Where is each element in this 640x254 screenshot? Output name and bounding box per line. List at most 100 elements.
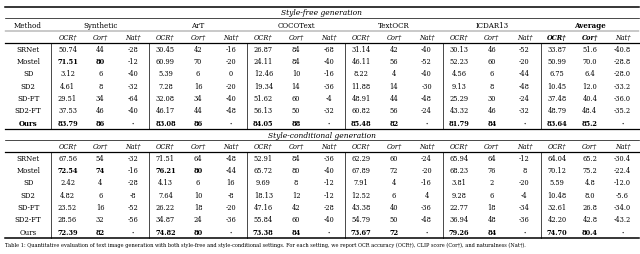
Text: Nat†: Nat† [516, 34, 532, 42]
Text: 51.6: 51.6 [582, 45, 597, 54]
Text: Table 1: Quantitative evaluation of text image generation with both style-free a: Table 1: Quantitative evaluation of text… [5, 242, 526, 247]
Text: Cor†: Cor† [289, 142, 303, 150]
Text: 88: 88 [291, 119, 301, 127]
Text: 5.39: 5.39 [158, 70, 173, 78]
Text: 83.79: 83.79 [57, 119, 78, 127]
Text: 82: 82 [389, 119, 399, 127]
Text: 86: 86 [193, 119, 203, 127]
Text: 84: 84 [292, 58, 300, 66]
Text: 48.4: 48.4 [582, 107, 597, 115]
Text: 72.54: 72.54 [57, 166, 78, 174]
Text: 34: 34 [194, 95, 202, 103]
Text: -34: -34 [519, 203, 530, 211]
Text: -32: -32 [127, 82, 138, 90]
Text: -32: -32 [127, 154, 138, 162]
Text: Cor†: Cor† [93, 34, 108, 42]
Text: 72.39: 72.39 [57, 228, 78, 236]
Text: 50.99: 50.99 [548, 58, 566, 66]
Text: 32.61: 32.61 [548, 203, 566, 211]
Text: -33.2: -33.2 [614, 82, 631, 90]
Text: 6: 6 [196, 70, 200, 78]
Text: Synthetic: Synthetic [83, 22, 117, 30]
Text: 4: 4 [392, 179, 396, 187]
Text: 74.82: 74.82 [155, 228, 176, 236]
Text: 4: 4 [424, 191, 429, 199]
Text: 42: 42 [390, 45, 398, 54]
Text: OCR†: OCR† [254, 142, 273, 150]
Text: 10.45: 10.45 [548, 82, 566, 90]
Text: 24.11: 24.11 [253, 58, 273, 66]
Text: Cor†: Cor† [484, 34, 499, 42]
Text: 46.11: 46.11 [351, 58, 371, 66]
Text: 60.82: 60.82 [352, 107, 371, 115]
Text: 3.12: 3.12 [60, 70, 75, 78]
Text: 7.64: 7.64 [158, 191, 173, 199]
Text: 4: 4 [392, 70, 396, 78]
Text: 4: 4 [98, 179, 102, 187]
Text: Nat†: Nat† [223, 142, 239, 150]
Text: 51.62: 51.62 [254, 95, 273, 103]
Text: 33.87: 33.87 [548, 45, 566, 54]
Text: 10: 10 [194, 191, 202, 199]
Text: Nat†: Nat† [614, 142, 630, 150]
Text: SRNet: SRNet [17, 45, 40, 54]
Text: 8: 8 [490, 82, 494, 90]
Text: Method: Method [14, 22, 42, 30]
Text: SD-FT: SD-FT [17, 203, 39, 211]
Text: 60: 60 [292, 215, 300, 224]
Text: ·: · [426, 228, 428, 236]
Text: 76.21: 76.21 [155, 166, 176, 174]
Text: 70.12: 70.12 [548, 166, 566, 174]
Text: 6: 6 [98, 70, 102, 78]
Text: 74.70: 74.70 [547, 228, 568, 236]
Text: -22.4: -22.4 [614, 166, 631, 174]
Text: ·: · [132, 119, 134, 127]
Text: 6: 6 [490, 70, 494, 78]
Text: 47.16: 47.16 [254, 203, 273, 211]
Text: 14: 14 [292, 82, 300, 90]
Text: Cor†: Cor† [191, 142, 205, 150]
Text: 9.69: 9.69 [256, 179, 271, 187]
Text: -36: -36 [519, 215, 530, 224]
Text: 65.94: 65.94 [449, 154, 469, 162]
Text: 70.0: 70.0 [582, 58, 597, 66]
Text: ·: · [426, 119, 428, 127]
Text: SD: SD [23, 179, 33, 187]
Text: Nat†: Nat† [125, 34, 141, 42]
Text: Cor†: Cor† [93, 142, 108, 150]
Text: 82: 82 [95, 228, 105, 236]
Text: OCR†: OCR† [156, 34, 175, 42]
Text: -68: -68 [323, 45, 334, 54]
Text: 40: 40 [390, 203, 398, 211]
Text: 12: 12 [292, 191, 300, 199]
Text: 46: 46 [96, 107, 104, 115]
Text: 12.52: 12.52 [352, 191, 371, 199]
Text: 6: 6 [490, 191, 494, 199]
Text: 48: 48 [488, 215, 496, 224]
Text: 48.91: 48.91 [351, 95, 371, 103]
Text: 37.53: 37.53 [58, 107, 77, 115]
Text: 56: 56 [390, 58, 398, 66]
Text: -35.2: -35.2 [614, 107, 631, 115]
Text: -52: -52 [421, 58, 432, 66]
Text: ·: · [524, 228, 525, 236]
Text: -52: -52 [127, 203, 138, 211]
Text: 50: 50 [292, 107, 300, 115]
Text: 40.4: 40.4 [582, 95, 597, 103]
Text: Nat†: Nat† [516, 142, 532, 150]
Text: Mostel: Mostel [16, 58, 40, 66]
Text: -5.6: -5.6 [616, 191, 629, 199]
Text: ·: · [230, 119, 232, 127]
Text: 60: 60 [292, 95, 300, 103]
Text: -30: -30 [421, 82, 432, 90]
Text: 83.08: 83.08 [155, 119, 176, 127]
Text: -48: -48 [421, 215, 432, 224]
Text: 7.28: 7.28 [158, 82, 173, 90]
Text: 42: 42 [194, 45, 202, 54]
Text: 26.8: 26.8 [582, 203, 597, 211]
Text: 60: 60 [390, 154, 398, 162]
Text: -16: -16 [323, 70, 334, 78]
Text: Cor†: Cor† [582, 142, 597, 150]
Text: 37.48: 37.48 [548, 95, 566, 103]
Text: ·: · [132, 228, 134, 236]
